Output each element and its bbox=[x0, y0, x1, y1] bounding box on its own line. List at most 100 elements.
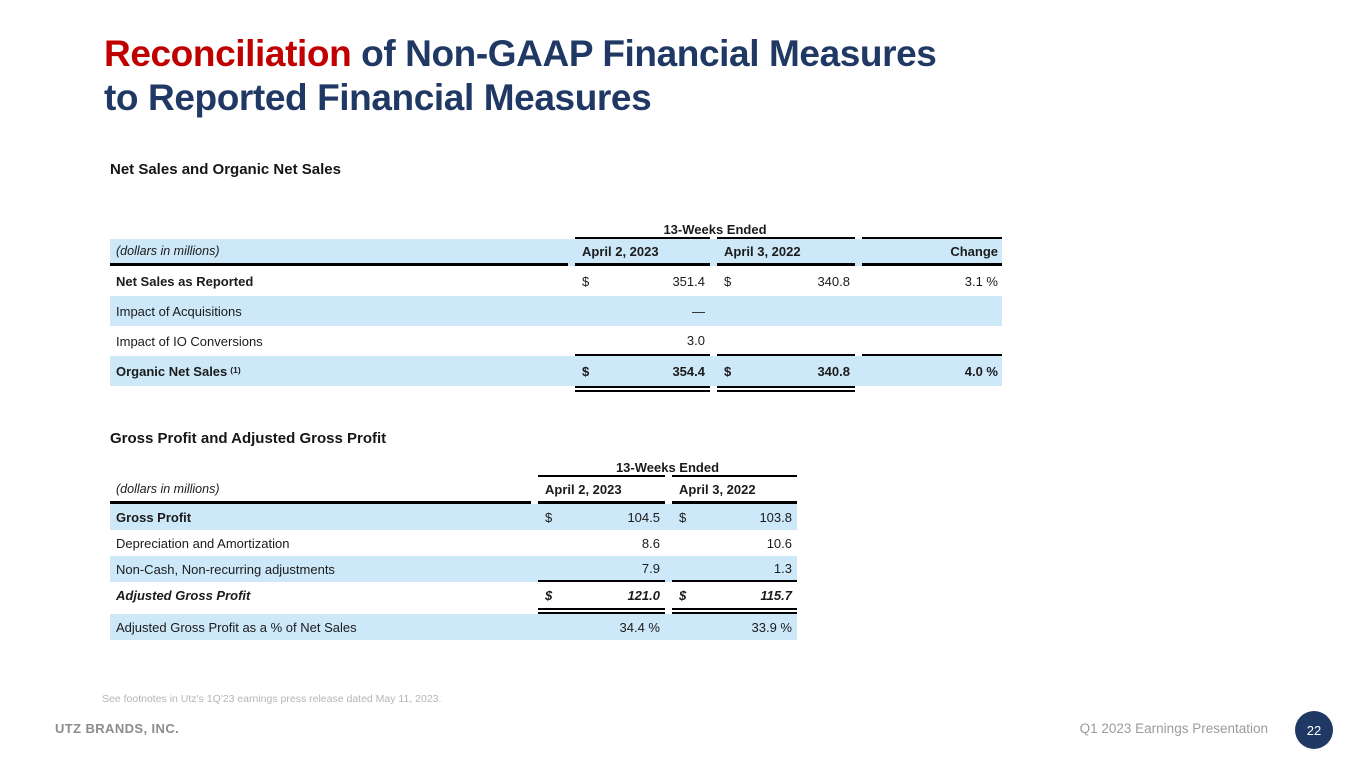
value: 33.9 % bbox=[751, 619, 792, 635]
table-row: Non-Cash, Non-recurring adjustments 7.9 … bbox=[110, 556, 797, 582]
currency-symbol: $ bbox=[545, 509, 553, 525]
value-cell: $351.4 bbox=[575, 266, 710, 296]
column-header-row: (dollars in millions) April 2, 2023 Apri… bbox=[110, 477, 797, 504]
table-row: Depreciation and Amortization 8.6 10.6 bbox=[110, 530, 797, 556]
value-cell: 1.3 bbox=[672, 556, 797, 582]
value: 34.4 % bbox=[619, 619, 660, 635]
net-sales-table: 13-Weeks Ended (dollars in millions) Apr… bbox=[110, 218, 1002, 392]
table-row-total: Adjusted Gross Profit $121.0 $115.7 bbox=[110, 582, 797, 608]
table-row: Net Sales as Reported $351.4 $340.8 3.1 … bbox=[110, 266, 1002, 296]
column-header-april-2-2023: April 2, 2023 bbox=[575, 239, 710, 266]
value-cell: 33.9 % bbox=[672, 614, 797, 640]
value: 115.7 bbox=[760, 587, 792, 603]
row-label: Gross Profit bbox=[116, 509, 192, 525]
row-label: Adjusted Gross Profit bbox=[116, 587, 251, 603]
change-cell bbox=[862, 326, 1002, 356]
column-header-row: (dollars in millions) April 2, 2023 Apri… bbox=[110, 239, 1002, 266]
value: 10.6 bbox=[766, 535, 792, 551]
period-header: 13-Weeks Ended bbox=[663, 222, 767, 237]
row-label: Net Sales as Reported bbox=[116, 273, 254, 289]
column-header-april-3-2022: April 3, 2022 bbox=[717, 239, 855, 266]
page-number: 22 bbox=[1306, 722, 1322, 738]
currency-symbol: $ bbox=[724, 273, 732, 289]
value-cell: $103.8 bbox=[672, 504, 797, 530]
table-row-total: Organic Net Sales (1) $354.4 $340.8 4.0 % bbox=[110, 356, 1002, 386]
footer-presentation-label: Q1 2023 Earnings Presentation bbox=[1079, 721, 1268, 736]
currency-symbol: $ bbox=[724, 363, 732, 379]
slide-title: Reconciliation of Non-GAAP Financial Mea… bbox=[104, 32, 937, 120]
double-rule-segment bbox=[575, 386, 710, 392]
change-cell: 3.1 % bbox=[964, 273, 998, 289]
value: 1.3 bbox=[773, 560, 792, 576]
value-cell: $104.5 bbox=[538, 504, 665, 530]
value-cell: 8.6 bbox=[538, 530, 665, 556]
slide-title-highlight: Reconciliation bbox=[104, 33, 352, 74]
double-rule-segment bbox=[538, 608, 665, 614]
currency-symbol: $ bbox=[679, 587, 687, 603]
row-label: Impact of IO Conversions bbox=[116, 333, 263, 349]
rule-segment bbox=[862, 237, 1002, 239]
row-label: Adjusted Gross Profit as a % of Net Sale… bbox=[116, 619, 357, 635]
page-number-badge: 22 bbox=[1295, 711, 1333, 749]
double-underline-row bbox=[110, 386, 1002, 392]
value-cell: $115.7 bbox=[672, 582, 797, 608]
spacer-cell bbox=[110, 458, 531, 475]
footnote-text: See footnotes in Utz's 1Q'23 earnings pr… bbox=[102, 693, 442, 705]
rule-segment bbox=[672, 475, 797, 477]
slide-title-line1-rest: of Non-GAAP Financial Measures bbox=[351, 33, 937, 74]
change-cell: 4.0 % bbox=[964, 363, 998, 379]
value-cell: 7.9 bbox=[538, 556, 665, 582]
value-cell: 10.6 bbox=[672, 530, 797, 556]
gross-profit-table: 13-Weeks Ended (dollars in millions) Apr… bbox=[110, 458, 797, 640]
table-row: Adjusted Gross Profit as a % of Net Sale… bbox=[110, 614, 797, 640]
value-cell bbox=[717, 326, 855, 356]
value: 351.4 bbox=[672, 273, 705, 289]
value: 340.8 bbox=[817, 363, 850, 379]
double-rule-segment bbox=[672, 608, 797, 614]
double-rule-segment bbox=[717, 386, 855, 392]
double-underline-row bbox=[110, 608, 797, 614]
currency-symbol: $ bbox=[582, 273, 590, 289]
value: 121.0 bbox=[627, 587, 660, 603]
value-cell: $340.8 bbox=[717, 356, 855, 386]
value-cell: $354.4 bbox=[575, 356, 710, 386]
currency-symbol: $ bbox=[679, 509, 687, 525]
footnote-reference: (1) bbox=[230, 365, 241, 375]
row-label: Depreciation and Amortization bbox=[116, 535, 290, 551]
units-note: (dollars in millions) bbox=[110, 477, 531, 504]
row-label: Non-Cash, Non-recurring adjustments bbox=[116, 561, 335, 577]
value-cell: $121.0 bbox=[538, 582, 665, 608]
value-cell: $340.8 bbox=[717, 266, 855, 296]
value: 340.8 bbox=[817, 273, 850, 289]
period-header-row: 13-Weeks Ended bbox=[110, 218, 1002, 237]
column-header-april-3-2022: April 3, 2022 bbox=[672, 477, 797, 504]
value: 3.0 bbox=[686, 332, 705, 348]
period-underline-row bbox=[110, 237, 1002, 239]
table-row: Impact of IO Conversions 3.0 bbox=[110, 326, 1002, 356]
table-row: Gross Profit $104.5 $103.8 bbox=[110, 504, 797, 530]
footer-company-name: UTZ BRANDS, INC. bbox=[55, 721, 180, 736]
net-sales-section-title: Net Sales and Organic Net Sales bbox=[110, 161, 341, 178]
value: 103.8 bbox=[759, 509, 792, 525]
column-header-change: Change bbox=[862, 239, 1002, 266]
row-label: Impact of Acquisitions bbox=[116, 303, 242, 319]
value: — bbox=[692, 303, 705, 319]
table-row: Impact of Acquisitions — bbox=[110, 296, 1002, 326]
currency-symbol: $ bbox=[545, 587, 553, 603]
value-cell: 34.4 % bbox=[538, 614, 665, 640]
value: 104.5 bbox=[627, 509, 660, 525]
slide-title-line1: Reconciliation of Non-GAAP Financial Mea… bbox=[104, 32, 937, 76]
spacer-cell bbox=[862, 386, 1002, 392]
value-cell: 3.0 bbox=[575, 326, 710, 356]
value-cell: — bbox=[575, 296, 710, 326]
rule-segment bbox=[538, 475, 665, 477]
gross-profit-section-title: Gross Profit and Adjusted Gross Profit bbox=[110, 430, 387, 447]
units-note: (dollars in millions) bbox=[110, 239, 568, 266]
period-header-row: 13-Weeks Ended bbox=[110, 458, 797, 475]
spacer-cell bbox=[110, 386, 568, 392]
value: 354.4 bbox=[672, 363, 705, 379]
column-header-april-2-2023: April 2, 2023 bbox=[538, 477, 665, 504]
value-cell bbox=[717, 296, 855, 326]
spacer-cell bbox=[110, 218, 568, 237]
row-label: Organic Net Sales (1) bbox=[116, 363, 241, 379]
